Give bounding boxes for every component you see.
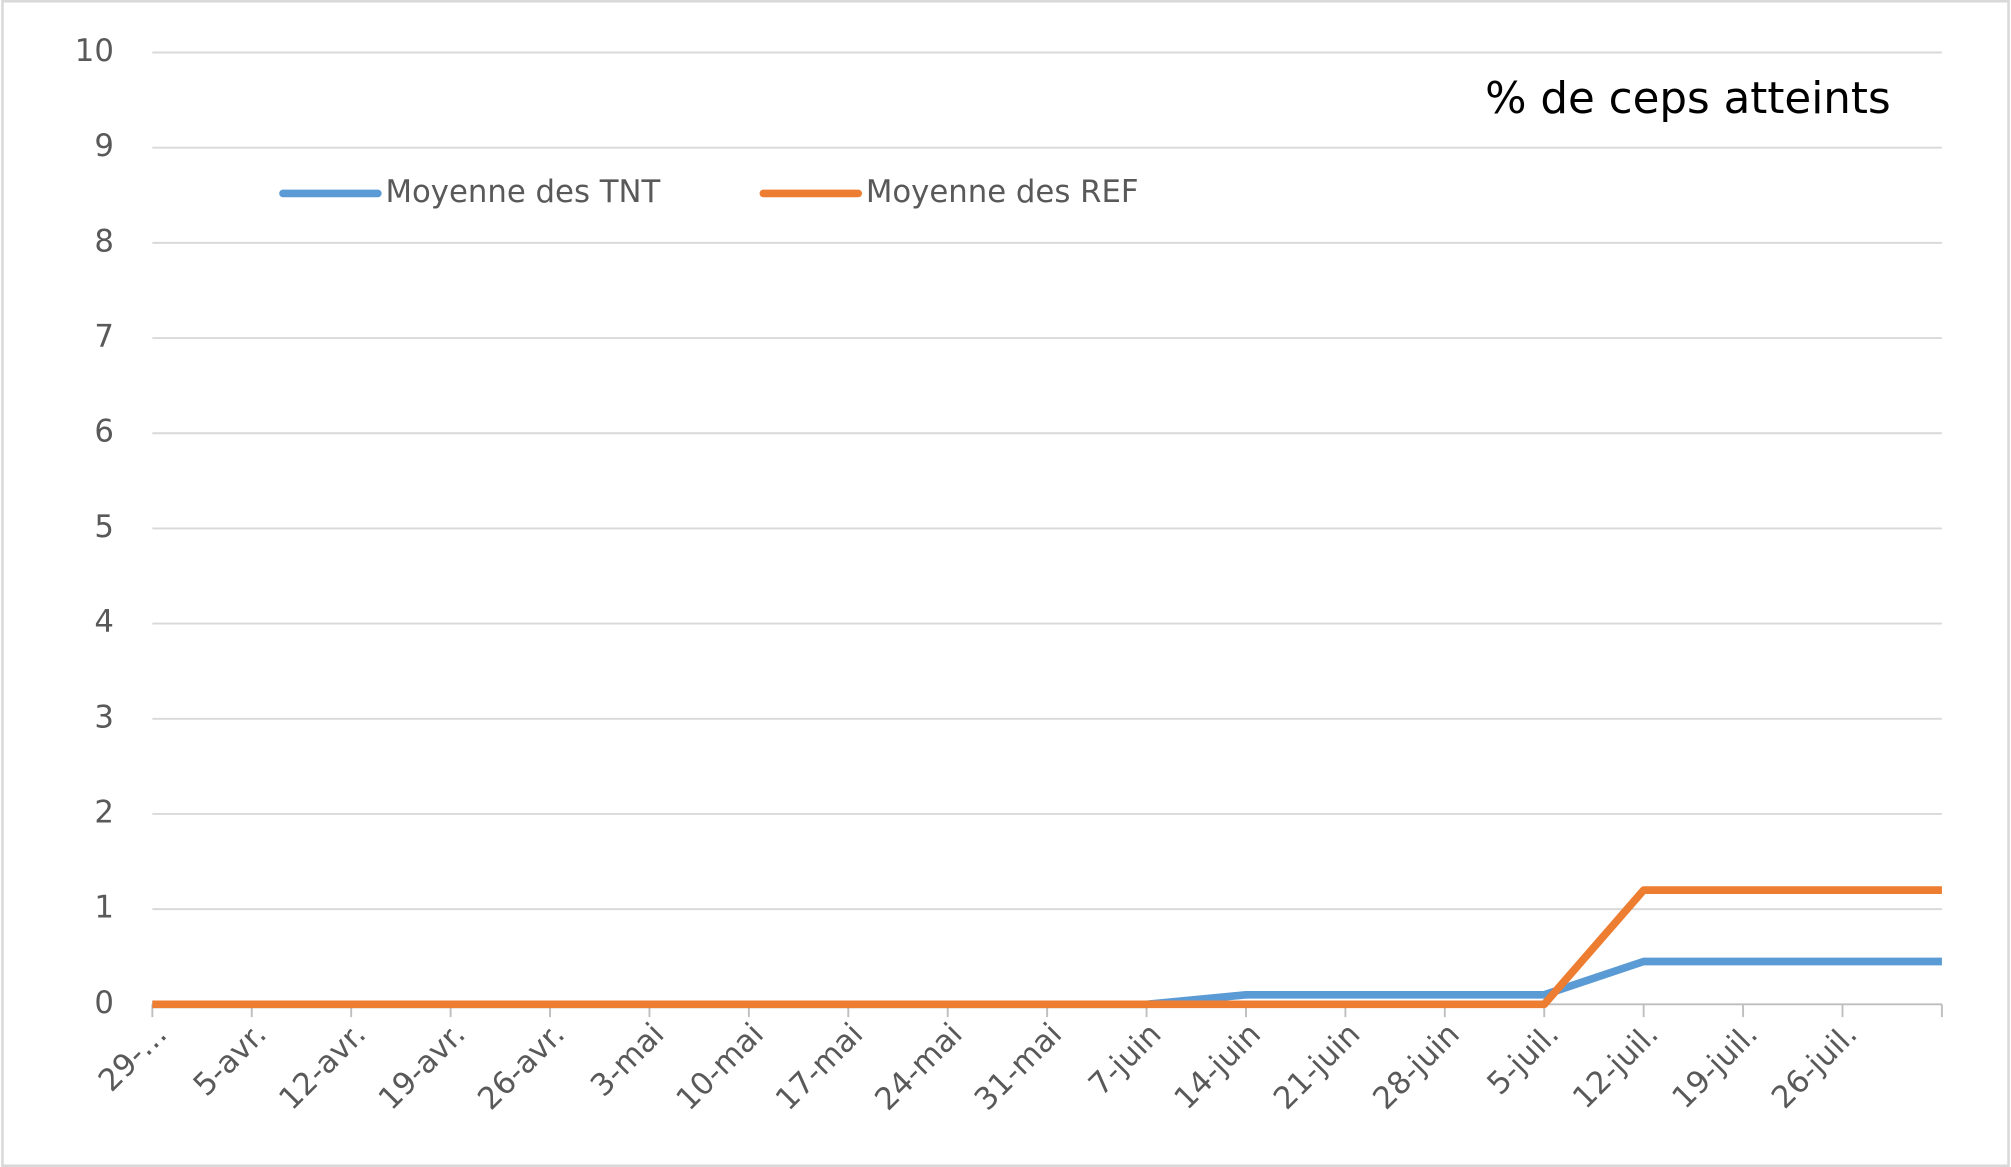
legend-label: Moyenne des TNT [385, 174, 660, 210]
y-tick-label: 6 [94, 414, 114, 450]
legend-label: Moyenne des REF [866, 174, 1139, 210]
series-line [152, 886, 1942, 1009]
y-tick-label: 1 [94, 890, 114, 926]
chart-title: % de ceps atteints [1485, 74, 1890, 124]
y-tick-label: 9 [94, 128, 114, 164]
y-tick-label: 8 [94, 223, 114, 259]
y-tick-label: 4 [94, 604, 114, 640]
y-tick-label: 3 [94, 699, 114, 735]
y-tick-label: 2 [94, 794, 114, 830]
y-tick-label: 0 [94, 985, 114, 1021]
y-tick-label: 7 [94, 319, 114, 355]
y-tick-label: 5 [94, 509, 114, 545]
y-tick-label: 10 [75, 33, 114, 69]
